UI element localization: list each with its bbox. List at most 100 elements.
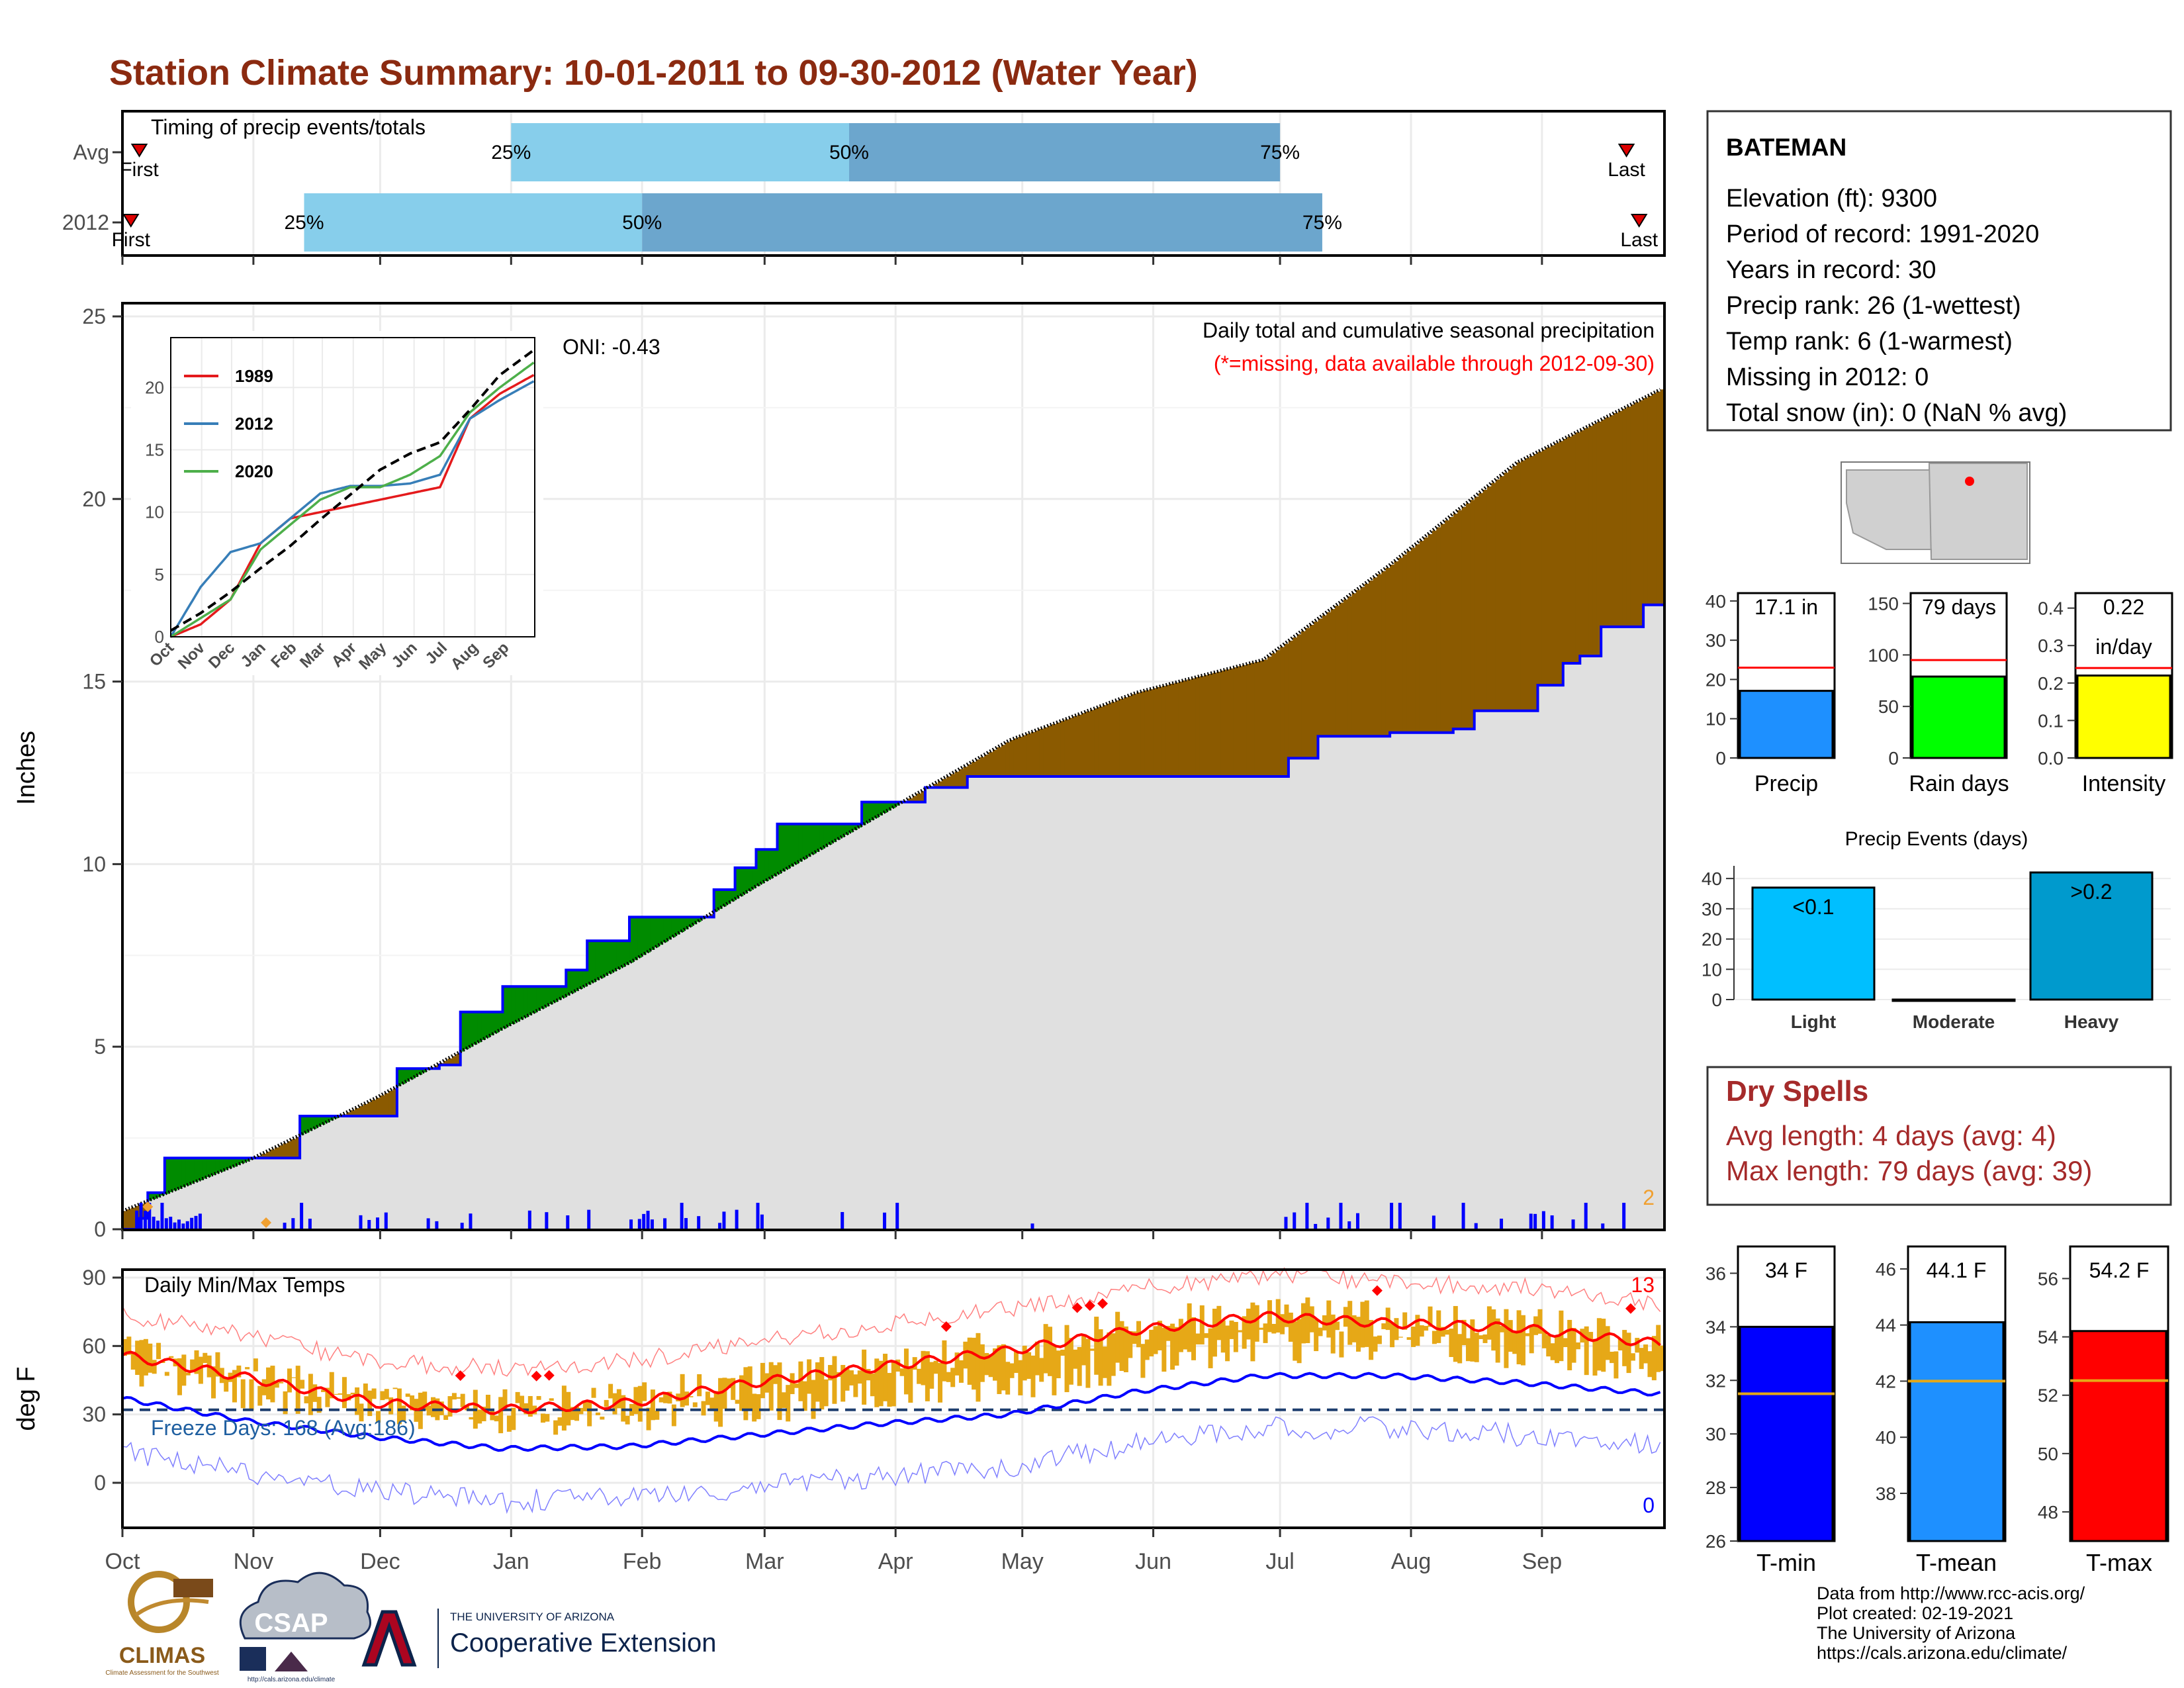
precip-base-col [1144, 776, 1150, 1229]
daily-temp-bar [287, 1368, 292, 1393]
precip-base-col [431, 1068, 435, 1229]
record-high-marker-icon [940, 1321, 952, 1333]
daily-temp-bar [587, 1401, 592, 1427]
precip-base-col [1229, 776, 1234, 1229]
record-high-marker-icon [1084, 1300, 1095, 1311]
precip-diff-col [232, 1158, 237, 1167]
daily-temp-bar [185, 1372, 191, 1376]
daily-temp-bar [1115, 1311, 1120, 1363]
precip-base-col [1660, 604, 1665, 1229]
precip-base-col [718, 909, 723, 1229]
precip-diff-col [1165, 684, 1171, 777]
precip-diff-col [680, 917, 685, 932]
precip-base-col [1541, 685, 1547, 1229]
precip-base-col [270, 1158, 275, 1229]
daily-precip-bar [1500, 1218, 1504, 1229]
minibar-category-label: Intensity [2082, 771, 2166, 796]
precip-base-col [950, 787, 956, 1229]
month-label: Aug [1391, 1549, 1432, 1574]
tempbar-ytick-label: 34 [1706, 1317, 1726, 1337]
precip-base-col [1280, 776, 1285, 1229]
daily-temp-bar [1614, 1351, 1619, 1379]
precip-base-col [1322, 736, 1327, 1229]
daily-temp-bar [1128, 1331, 1133, 1358]
daily-temp-bar [1474, 1333, 1479, 1362]
daily-temp-bar [1220, 1320, 1226, 1353]
precip-diff-col [490, 1011, 495, 1036]
daily-precip-bar [1030, 1223, 1034, 1229]
tempbar-ytick-label: 42 [1876, 1371, 1896, 1391]
daily-temp-bar [976, 1333, 981, 1402]
precip-base-col [261, 1158, 267, 1229]
precip-diff-col [794, 823, 799, 865]
precip-diff-col [646, 917, 651, 953]
daily-precip-bar [169, 1217, 173, 1229]
precip-base-col [1161, 776, 1167, 1229]
precip-diff-col [392, 1088, 398, 1117]
daily-temp-bar [997, 1345, 1002, 1394]
record-max-line [122, 1267, 1661, 1377]
daily-precip-bar [1601, 1223, 1605, 1229]
daily-temp-bar [950, 1368, 956, 1387]
daily-temp-bar [135, 1340, 140, 1376]
cold-count: 0 [1643, 1493, 1655, 1517]
precip-diff-col [414, 1068, 419, 1077]
precip-diff-col [946, 776, 951, 788]
daily-temp-bar [1419, 1325, 1424, 1337]
daily-temp-bar [853, 1374, 858, 1397]
precip-diff-col [130, 1207, 136, 1229]
precip-base-col [169, 1192, 174, 1229]
daily-temp-bar [1107, 1332, 1112, 1386]
precip-diff-col [768, 849, 774, 879]
daily-temp-bar [946, 1372, 951, 1382]
daily-temp-bar [807, 1359, 812, 1394]
oni-label: ONI: -0.43 [563, 335, 660, 359]
precip-base-col [600, 978, 605, 1229]
precip-base-col [1440, 732, 1445, 1229]
precip-base-col [709, 917, 715, 1229]
precip-diff-col [832, 823, 837, 843]
precip-diff-col [587, 941, 592, 985]
precip-diff-col [841, 823, 846, 837]
precip-base-col [1377, 736, 1382, 1229]
daily-precip-bar [300, 1203, 304, 1229]
precip-base-col [1369, 736, 1374, 1229]
daily-temp-bar [169, 1356, 174, 1358]
precip-diff-col [203, 1158, 208, 1179]
minibar-ytick-label: 150 [1868, 594, 1899, 614]
minibar-ytick-label: 0 [1715, 748, 1726, 769]
record-high-marker-icon [1097, 1298, 1108, 1309]
precip-base-col [1559, 685, 1564, 1229]
precip-base-col [1064, 776, 1069, 1229]
precip-diff-col [1610, 415, 1614, 627]
precip-base-col [1486, 710, 1492, 1229]
precip-base-col [1465, 729, 1471, 1229]
precip-diff-col [1356, 590, 1361, 737]
daily-temp-bar [1034, 1341, 1040, 1376]
precip-base-col [747, 891, 752, 1229]
precip-base-col [938, 787, 943, 1229]
daily-temp-bar [841, 1364, 846, 1402]
precip-base-col [1495, 710, 1500, 1229]
precip-base-col [807, 857, 812, 1229]
precip-diff-col [215, 1158, 220, 1174]
page-title: Station Climate Summary: 10-01-2011 to 0… [109, 53, 1198, 93]
daily-temp-bar [304, 1396, 309, 1403]
daily-temp-bar [1529, 1325, 1534, 1354]
precip-base-col [925, 788, 930, 1229]
month-label: Oct [105, 1549, 140, 1574]
daily-precip-bar [680, 1203, 684, 1229]
precip-base-col [1013, 776, 1019, 1229]
daily-temp-bar [1022, 1345, 1027, 1381]
station-info-line: Period of record: 1991-2020 [1726, 220, 2039, 248]
record-high-marker-icon [1371, 1285, 1383, 1296]
precip-base-col [341, 1116, 347, 1229]
precip-diff-col [692, 917, 698, 925]
precip-diff-col [1369, 580, 1374, 737]
precip-diff-col [1056, 722, 1061, 777]
precip-diff-col [371, 1100, 377, 1117]
daily-temp-bar [815, 1362, 820, 1402]
daily-temp-bar [515, 1391, 520, 1403]
precip-diff-col [422, 1068, 428, 1072]
precip-base-col [1617, 626, 1623, 1229]
